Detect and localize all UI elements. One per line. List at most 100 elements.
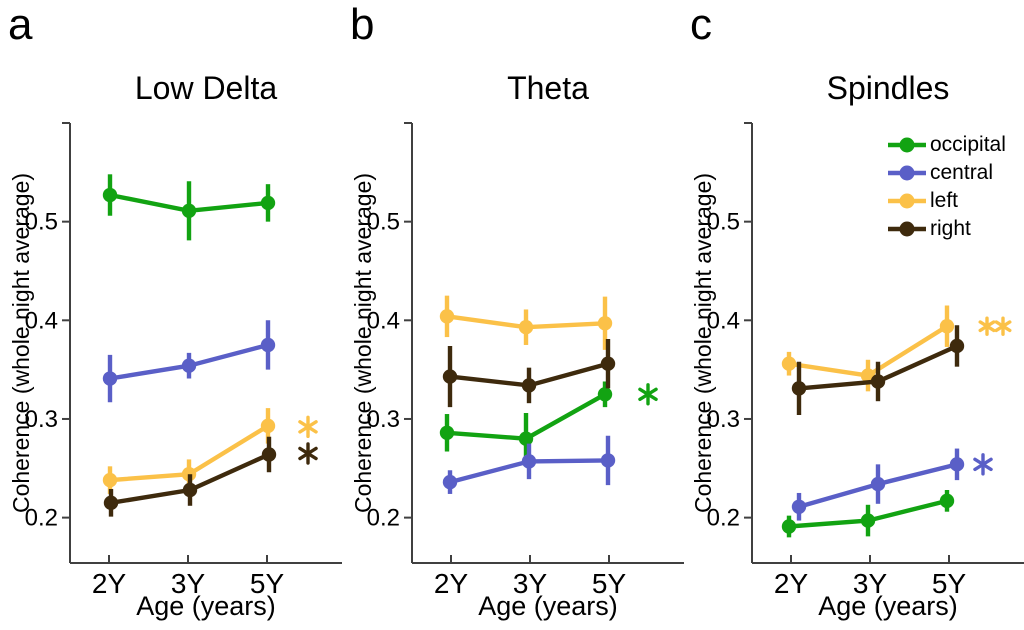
panel-a-title: Low Delta <box>134 70 278 106</box>
y-tick-label: 0.4 <box>25 307 58 334</box>
panel-letter-a: a <box>8 0 33 49</box>
series-marker-right <box>600 356 616 371</box>
asterisk-stroke <box>298 446 318 461</box>
series-occipital <box>781 489 955 538</box>
panel-c: c Spindles Coherence (whole night averag… <box>682 0 1024 630</box>
y-tick-label: 0.5 <box>367 209 400 236</box>
asterisk-stroke <box>973 457 993 472</box>
panel-b-title: Theta <box>507 70 589 106</box>
y-tick-label: 0.5 <box>707 209 740 236</box>
legend-circle <box>899 137 915 153</box>
series-marker-occipital <box>860 513 876 528</box>
legend-circle <box>899 221 915 237</box>
series-marker-right <box>442 369 458 384</box>
panel-letter-b: b <box>350 0 375 49</box>
panel-b: b Theta Coherence (whole night average) … <box>342 0 684 630</box>
series-marker-occipital <box>260 195 276 211</box>
legend-entry-left: left <box>888 187 1006 215</box>
series-marker-occipital <box>102 187 118 203</box>
x-tick-label: 2Y <box>774 568 809 599</box>
chart-spindles: 0.2 0.3 0.4 0.5 2Y 3Y 5Y <box>707 122 1024 599</box>
legend-circle <box>899 193 915 209</box>
x-axis-label: Age (years) <box>136 591 276 621</box>
series-marker-central <box>791 499 807 514</box>
series-marker-central <box>521 454 537 469</box>
chart-low-delta: 0.2 0.3 0.4 0.5 2Y 3Y 5Y <box>25 122 342 599</box>
legend-label: left <box>930 189 959 212</box>
series-marker-left <box>518 320 534 335</box>
y-tick-label: 0.5 <box>25 209 58 236</box>
legend-marker-icon <box>888 137 926 153</box>
series-marker-central <box>181 358 197 373</box>
asterisk-stroke <box>638 387 658 402</box>
legend-entry-central: central <box>888 159 1006 187</box>
legend-marker-icon <box>888 165 926 181</box>
series-marker-right <box>870 374 886 389</box>
x-tick-label: 5Y <box>250 568 285 599</box>
series-occipital <box>102 174 276 241</box>
series-marker-central <box>442 474 458 490</box>
panel-c-title: Spindles <box>826 70 950 106</box>
series-marker-central <box>949 457 965 472</box>
x-tick-label: 3Y <box>853 568 888 599</box>
series-marker-left <box>781 356 797 371</box>
significance-asterisk <box>978 316 996 336</box>
series-marker-right <box>103 495 119 511</box>
legend-marker-icon <box>888 193 926 209</box>
series-left <box>439 295 613 350</box>
legend-entry-occipital: occipital <box>888 131 1006 159</box>
series-marker-occipital <box>439 425 455 440</box>
y-tick-label: 0.2 <box>25 505 58 532</box>
y-tick-label: 0.4 <box>367 307 400 334</box>
legend-entry-right: right <box>888 215 1006 243</box>
y-tick-label: 0.3 <box>367 406 400 433</box>
series-marker-central <box>102 371 118 386</box>
asterisk-stroke <box>994 320 1012 333</box>
significance-asterisk <box>638 383 658 406</box>
significance-asterisk <box>298 415 318 439</box>
x-tick-label: 3Y <box>171 568 206 599</box>
series-marker-right <box>521 378 537 393</box>
x-tick-label: 5Y <box>592 568 627 599</box>
y-tick-label: 0.3 <box>707 406 740 433</box>
y-tick-label: 0.2 <box>367 505 400 532</box>
series-central <box>791 448 965 521</box>
series-central <box>442 435 616 494</box>
legend-label: right <box>930 217 971 240</box>
series-left <box>781 305 955 392</box>
y-tick-label: 0.4 <box>707 307 740 334</box>
series-marker-right <box>182 482 198 498</box>
series-marker-occipital <box>597 387 613 402</box>
series-right <box>791 325 965 416</box>
x-axis-label: Age (years) <box>818 591 958 621</box>
legend-circle <box>899 165 915 181</box>
asterisk-stroke <box>298 420 318 434</box>
y-tick-label: 0.3 <box>25 406 58 433</box>
legend-marker-icon <box>888 221 926 237</box>
significance-asterisk <box>298 442 318 465</box>
significance-asterisk <box>994 316 1012 336</box>
panel-a: a Low Delta Coherence (whole night avera… <box>0 0 342 630</box>
series-marker-central <box>260 337 276 353</box>
series-marker-right <box>949 338 965 354</box>
series-marker-occipital <box>181 203 197 219</box>
y-tick-label: 0.2 <box>707 505 740 532</box>
asterisk-stroke <box>978 320 996 333</box>
legend-label: central <box>930 161 994 184</box>
x-tick-label: 5Y <box>932 568 967 599</box>
x-axis-label: Age (years) <box>478 591 618 621</box>
significance-asterisk <box>973 453 993 476</box>
series-marker-occipital <box>781 519 797 534</box>
x-tick-label: 3Y <box>513 568 548 599</box>
x-tick-label: 2Y <box>434 568 469 599</box>
legend: occipital central left right <box>888 131 1006 243</box>
series-marker-left <box>939 319 955 334</box>
panel-letter-c: c <box>690 0 712 49</box>
legend-label: occipital <box>930 133 1006 156</box>
series-marker-left <box>102 472 118 488</box>
series-marker-occipital <box>939 493 955 509</box>
series-marker-occipital <box>518 431 534 446</box>
series-marker-left <box>439 309 455 324</box>
series-marker-left <box>597 316 613 331</box>
